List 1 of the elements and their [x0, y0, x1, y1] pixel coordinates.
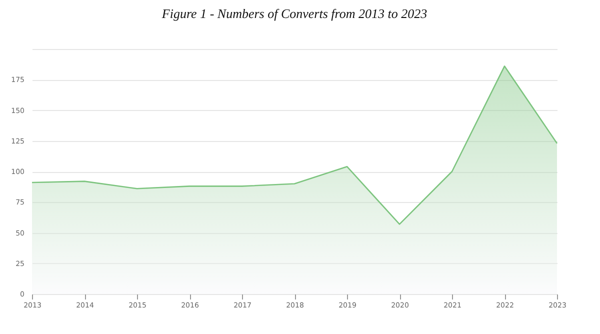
- chart-title: Figure 1 - Numbers of Converts from 2013 to 2023: [160, 6, 428, 21]
